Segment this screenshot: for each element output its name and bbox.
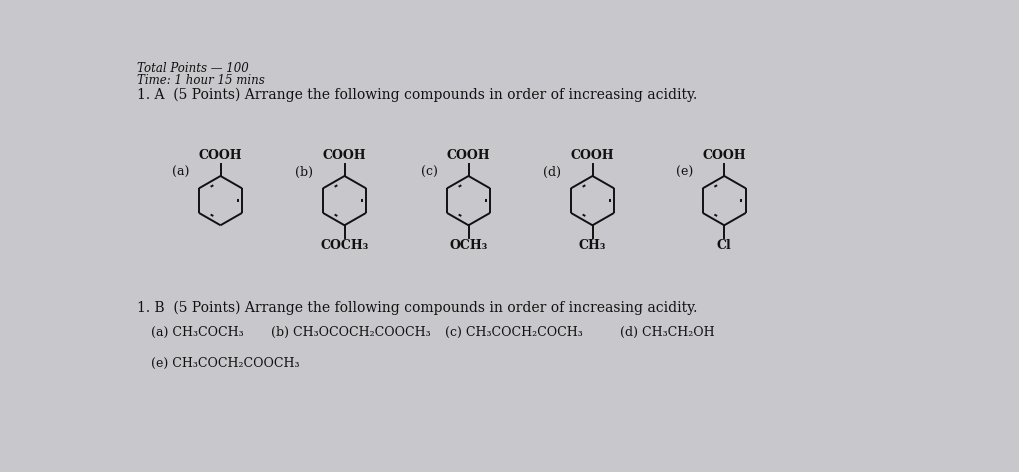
Text: COCH₃: COCH₃	[320, 239, 368, 252]
Text: (d) CH₃CH₂OH: (d) CH₃CH₂OH	[619, 326, 713, 339]
Text: COOH: COOH	[322, 149, 366, 162]
Text: (c) CH₃COCH₂COCH₃: (c) CH₃COCH₂COCH₃	[445, 326, 583, 339]
Text: COOH: COOH	[446, 149, 490, 162]
Text: (b): (b)	[296, 167, 313, 179]
Text: (c): (c)	[420, 167, 437, 179]
Text: OCH₃: OCH₃	[449, 239, 487, 252]
Text: Time: 1 hour 15 mins: Time: 1 hour 15 mins	[137, 74, 264, 86]
Text: 1. A  (5 Points) Arrange the following compounds in order of increasing acidity.: 1. A (5 Points) Arrange the following co…	[137, 87, 696, 102]
Text: 1. B  (5 Points) Arrange the following compounds in order of increasing acidity.: 1. B (5 Points) Arrange the following co…	[137, 301, 697, 315]
Text: CH₃: CH₃	[578, 239, 605, 252]
Text: (e): (e)	[676, 167, 693, 179]
Text: COOH: COOH	[199, 149, 243, 162]
Text: (e) CH₃COCH₂COOCH₃: (e) CH₃COCH₂COOCH₃	[151, 357, 299, 370]
Text: (a): (a)	[172, 167, 190, 179]
Text: COOH: COOH	[570, 149, 613, 162]
Text: (d): (d)	[543, 167, 560, 179]
Text: COOH: COOH	[702, 149, 745, 162]
Text: (a) CH₃COCH₃: (a) CH₃COCH₃	[151, 326, 244, 339]
Text: (b) CH₃OCOCH₂COOCH₃: (b) CH₃OCOCH₂COOCH₃	[271, 326, 430, 339]
Text: Cl: Cl	[716, 239, 731, 252]
Text: Total Points — 100: Total Points — 100	[137, 62, 249, 75]
